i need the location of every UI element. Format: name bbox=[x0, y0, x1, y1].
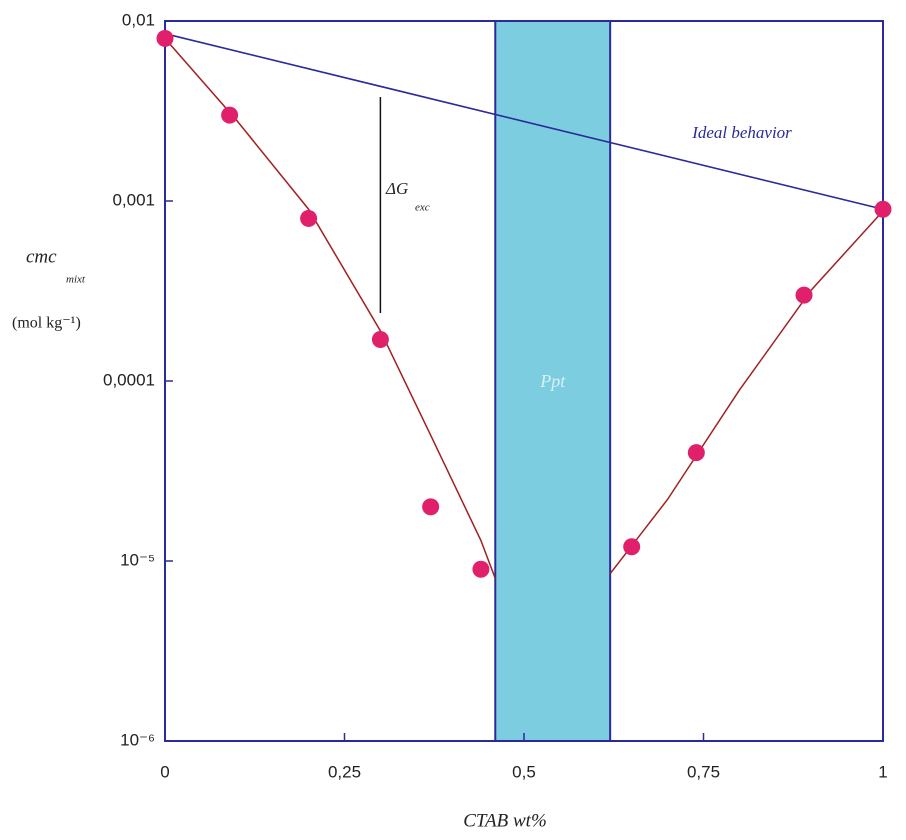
y-axis-label: cmc bbox=[26, 246, 57, 267]
y-tick-label: 0,0001 bbox=[103, 370, 155, 389]
y-axis-unit: (mol kg⁻¹) bbox=[12, 315, 81, 332]
precipitate-region bbox=[494, 20, 612, 742]
y-tick-label: 10⁻⁵ bbox=[120, 550, 155, 569]
y-axis-label-subscript: mixt bbox=[66, 274, 86, 286]
y-tick-label: 0,001 bbox=[112, 190, 155, 209]
data-point bbox=[221, 106, 239, 124]
x-tick-label: 0,75 bbox=[687, 762, 720, 781]
data-point bbox=[422, 498, 440, 516]
data-point bbox=[687, 444, 705, 462]
data-point bbox=[472, 560, 490, 578]
data-point bbox=[623, 538, 641, 556]
y-tick-label: 10⁻⁶ bbox=[120, 730, 155, 749]
y-tick-label: 0,01 bbox=[122, 10, 155, 29]
data-point bbox=[371, 331, 389, 349]
ideal-line bbox=[164, 32, 884, 211]
x-axis-label: CTAB wt% bbox=[463, 810, 547, 831]
ideal-label: Ideal behavior bbox=[691, 123, 792, 142]
region-label: Ppt bbox=[539, 371, 566, 391]
data-point bbox=[795, 286, 813, 304]
annotation: ΔG bbox=[385, 179, 408, 198]
data-point bbox=[874, 200, 892, 218]
x-tick-label: 1 bbox=[878, 762, 887, 781]
annotation-subscript: exc bbox=[415, 202, 430, 214]
data-point bbox=[300, 209, 318, 227]
x-tick-label: 0,5 bbox=[512, 762, 536, 781]
fit-curve bbox=[164, 37, 884, 579]
data-point bbox=[156, 29, 174, 47]
x-tick-label: 0,25 bbox=[328, 762, 361, 781]
x-tick-label: 0 bbox=[160, 762, 169, 781]
